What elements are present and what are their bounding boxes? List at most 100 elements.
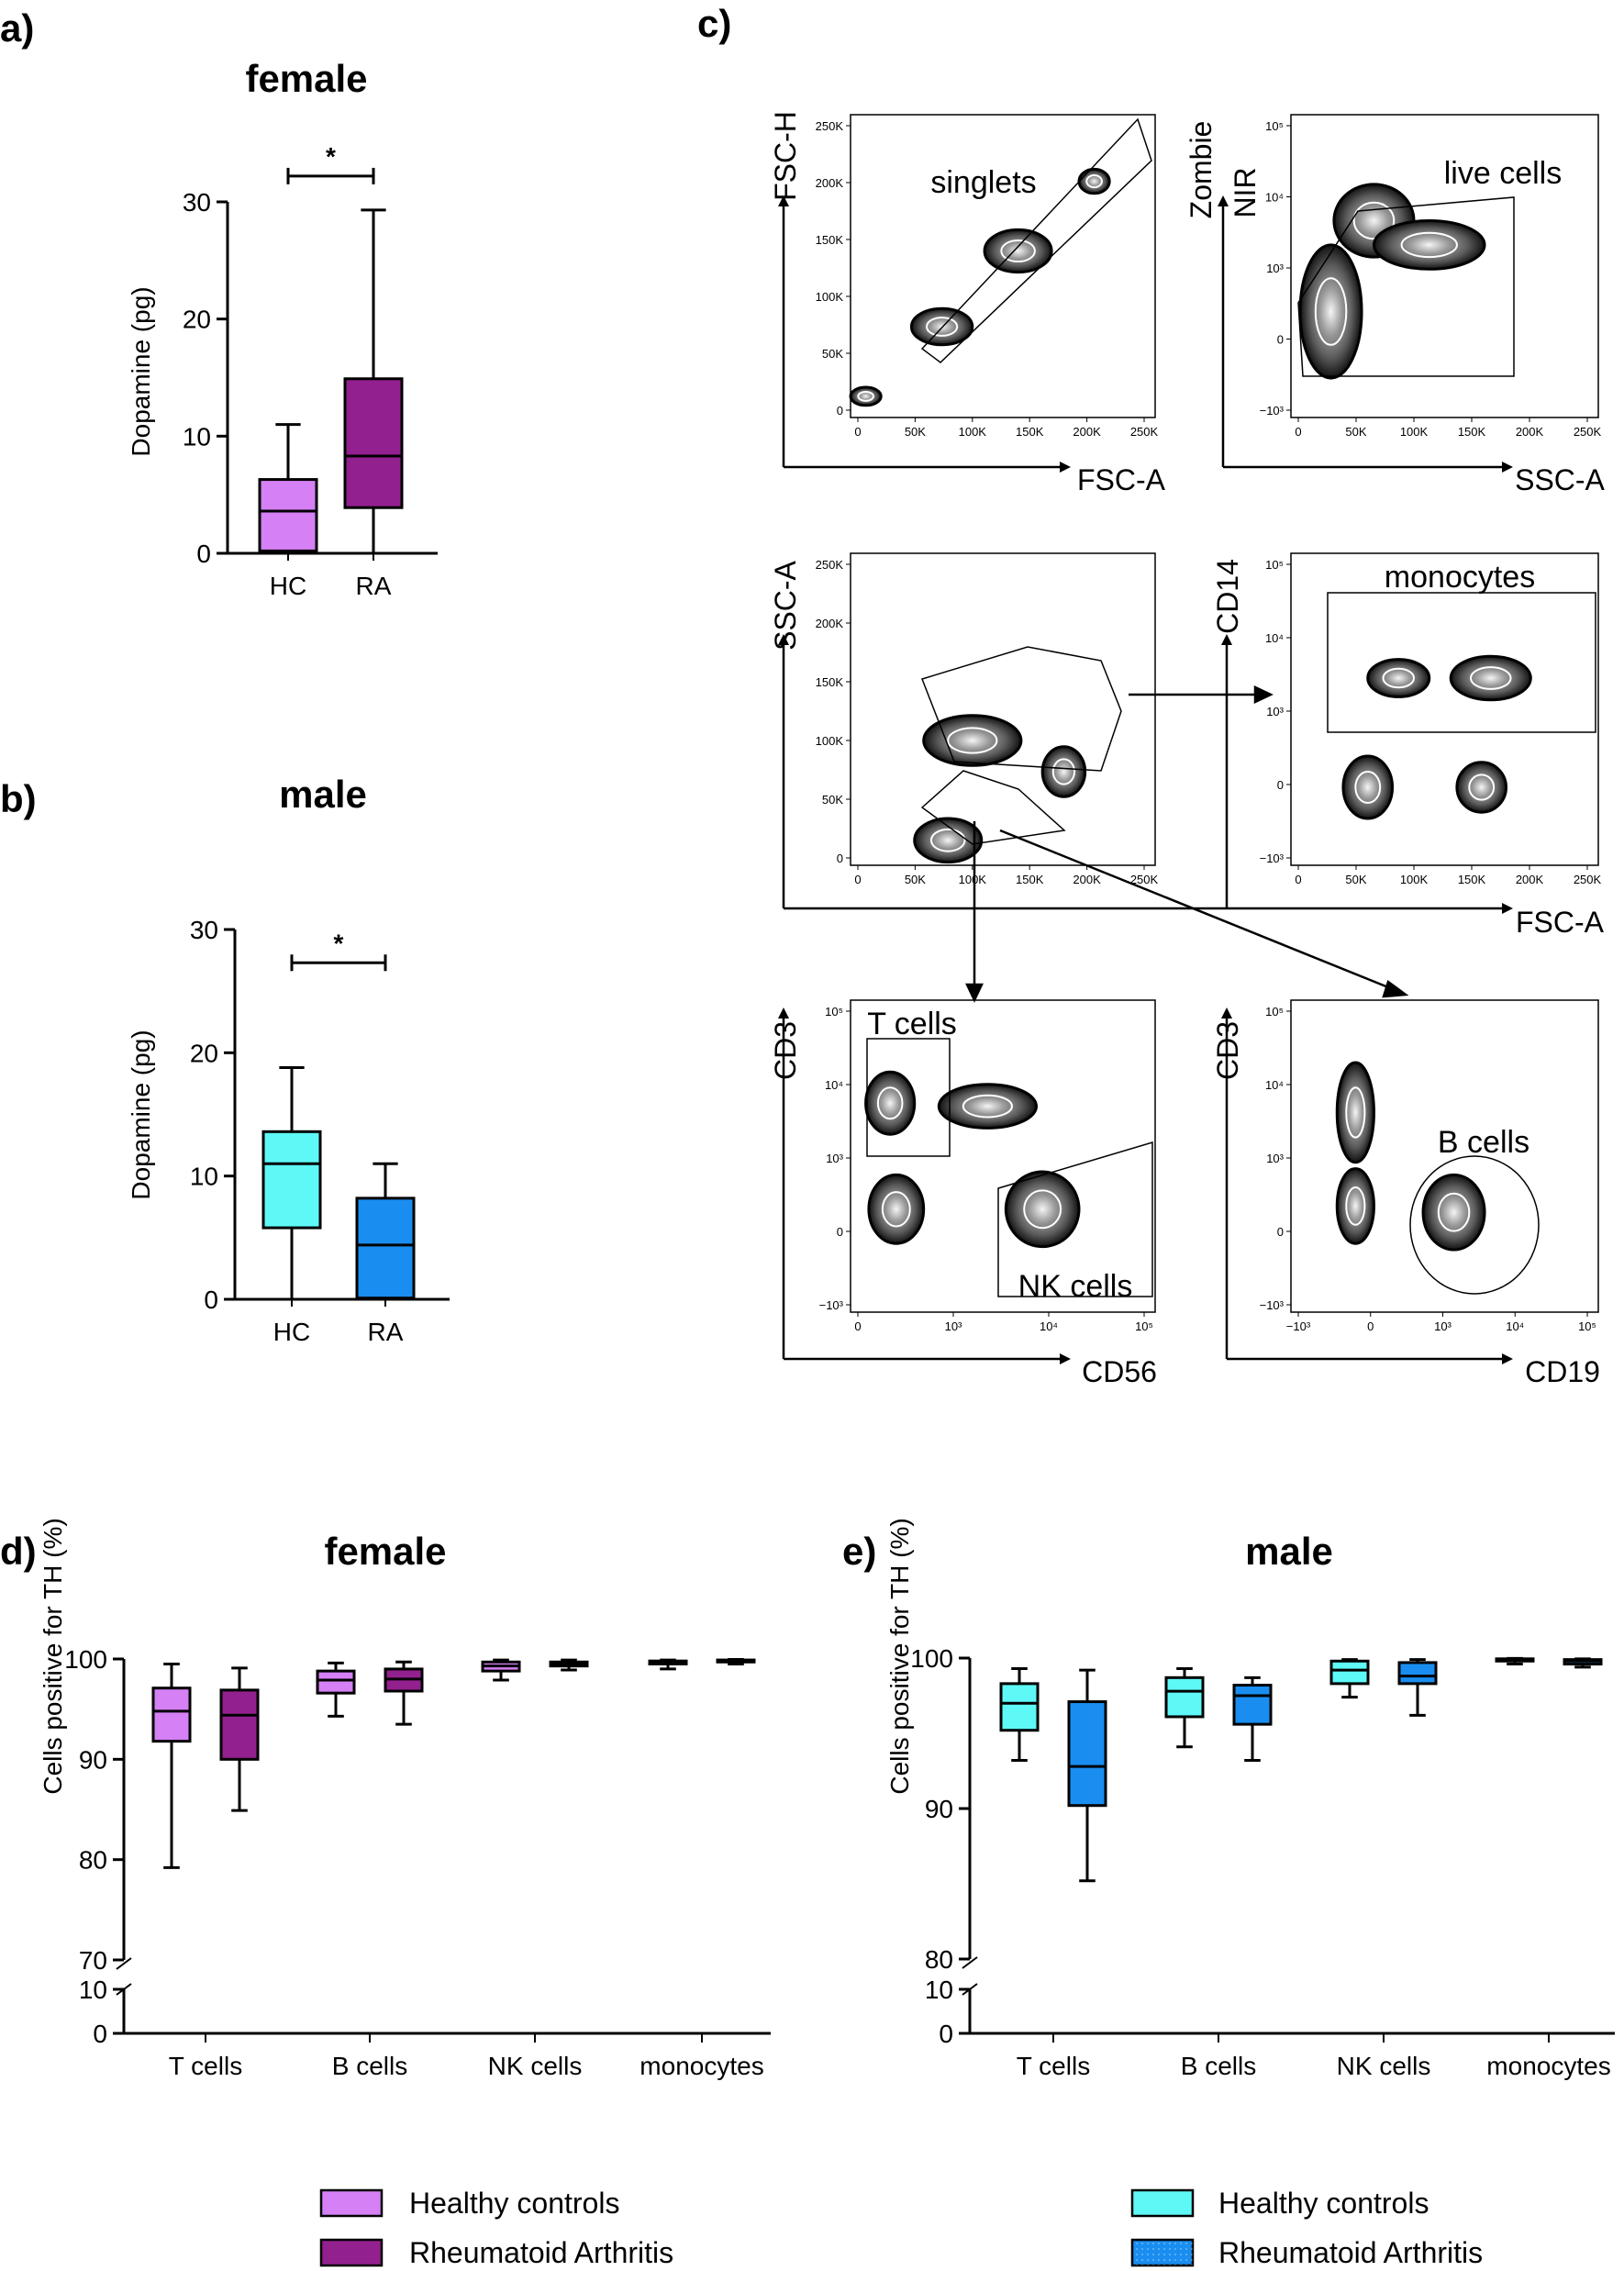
- flow-y-tick-label: 10⁵: [1265, 119, 1284, 133]
- density-cluster: [983, 228, 1053, 274]
- y-axis-label-b: Dopamine (pg): [127, 1030, 155, 1199]
- plot-a: 0 10 20 30 HC RA *: [183, 142, 438, 600]
- y-tick-label-lower: 10: [79, 1976, 107, 2004]
- density-contour: [1352, 201, 1396, 240]
- flow-x-tick-label: 150K: [1016, 873, 1044, 886]
- panel-letter-a: a): [0, 6, 34, 50]
- flow-x-arrowhead: [1060, 1353, 1071, 1364]
- density-cluster: [849, 385, 883, 407]
- density-cluster: [1341, 754, 1395, 820]
- density-cluster: [913, 817, 984, 864]
- flow-x-arrowhead: [1502, 462, 1513, 473]
- flow-y-tick-label: 10³: [1266, 1152, 1284, 1165]
- flow-y-tick-label: 250K: [816, 558, 844, 572]
- density-cluster: [922, 714, 1023, 767]
- density-contour: [1382, 667, 1415, 689]
- flow-x-tick-label: 200K: [1073, 425, 1101, 439]
- flow-x-arrowhead: [1502, 1353, 1513, 1364]
- flow-y-tick-label: 0: [1277, 333, 1284, 347]
- flow-x-tick-label: 10³: [945, 1319, 962, 1333]
- y-tick-label-upper: 90: [925, 1795, 953, 1823]
- y-axis-label-e: Cells positive for TH (%): [885, 1518, 914, 1794]
- flow-x-tick-label: 200K: [1516, 425, 1544, 439]
- x-tick-label: monocytes: [1486, 2052, 1610, 2080]
- flow-x-arrowhead: [1060, 462, 1071, 473]
- x-tick-label: HC: [270, 572, 306, 600]
- flow-plot-2: 0 50K 100K 150K 200K 250K −10³ 0 10³ 10⁴ 10⁵ SSC-A Z…: [1185, 114, 1606, 496]
- x-tick-label: NK cells: [488, 2052, 583, 2080]
- density-contour: [962, 1094, 1013, 1119]
- x-tick-label: T cells: [169, 2052, 242, 2080]
- box-hc-nk-cells-box: [1329, 1659, 1370, 1686]
- plot-d: 70 80 90 100 0 10 T cells B cells NK cells monocy…: [64, 1645, 771, 2080]
- flow-y-tick-label: 0: [1277, 778, 1284, 792]
- chart-title-b: male: [279, 773, 367, 816]
- flow-y-axis-label: CD3: [769, 1021, 802, 1080]
- flow-x-tick-label: 10³: [1434, 1319, 1452, 1333]
- flow-y-tick-label: 10³: [826, 1152, 843, 1165]
- y-tick-label-upper: 90: [79, 1745, 107, 1774]
- flow-y-arrowhead: [1218, 195, 1229, 206]
- box-ra-box: [343, 377, 404, 509]
- gate-label-singlets: singlets: [930, 165, 1036, 200]
- arrowhead-t-nk: [965, 983, 984, 1003]
- flow-x-tick-label: 250K: [1130, 425, 1159, 439]
- flow-y-tick-label: 150K: [816, 675, 844, 689]
- x-tick-label: B cells: [1181, 2052, 1256, 2080]
- axis-break-upper: [962, 1956, 978, 1969]
- flow-x-tick-label: 250K: [1130, 873, 1159, 886]
- flow-y-axis-label: CD14: [1211, 559, 1244, 634]
- chart-title-d: female: [324, 1530, 446, 1573]
- flow-y-tick-label: 150K: [816, 233, 844, 247]
- flow-plot-6: −10³ 0 10³ 10⁴ 10⁵ −10³ 0 10³ 10⁴ 10⁵ CD19 CD3: [1211, 999, 1600, 1388]
- density-cluster: [1335, 1167, 1375, 1245]
- flow-y-tick-label: 10⁵: [1265, 1005, 1284, 1019]
- y-tick-label-upper: 80: [925, 1945, 953, 1974]
- flow-y-tick-label: 50K: [822, 347, 843, 361]
- flow-x-tick-label: 10⁵: [1135, 1319, 1153, 1333]
- flow-y-tick-label: 10⁵: [1265, 558, 1284, 572]
- flow-x-tick-label: 150K: [1458, 873, 1486, 886]
- flow-x-axis-label: FSC-A: [1077, 463, 1166, 496]
- panel-a: a) female Dopamine (pg) 0 10 20 30 HC RA *: [0, 6, 438, 600]
- arrowhead-b-cells: [1382, 979, 1409, 998]
- density-contour: [881, 1191, 911, 1228]
- flow-y-tick-label: 200K: [816, 176, 844, 190]
- y-tick-label: 0: [196, 540, 211, 568]
- gate-nk-cells: [997, 1141, 1153, 1297]
- flow-y-tick-label: 250K: [816, 119, 844, 133]
- significance-label: *: [334, 929, 344, 957]
- flow-x-tick-label: 50K: [905, 873, 926, 886]
- y-tick-label: 10: [190, 1163, 218, 1191]
- arrow-to-b-cells: [999, 829, 1394, 991]
- density-contour: [876, 1086, 904, 1120]
- flow-x-axis-label: FSC-A: [1516, 906, 1605, 939]
- y-tick-label-lower: 0: [939, 2020, 953, 2048]
- x-tick-label: T cells: [1017, 2052, 1090, 2080]
- flow-y-tick-label: 0: [837, 852, 843, 865]
- significance-label: *: [326, 142, 336, 171]
- y-tick-label: 30: [190, 916, 218, 944]
- density-contour: [857, 390, 874, 402]
- gate-monocytes: [1327, 592, 1596, 733]
- flow-y-tick-label: 10⁴: [825, 1078, 843, 1092]
- y-tick-label-lower: 10: [925, 1976, 953, 2004]
- flow-y-tick-label: −10³: [1260, 852, 1285, 865]
- gate-labels: singlets live cells monocytes T cells NK cel…: [867, 156, 1562, 1304]
- density-contour: [1051, 758, 1076, 785]
- density-contour: [929, 828, 966, 852]
- flow-x-tick-label: 50K: [1345, 425, 1366, 439]
- density-contour: [1354, 771, 1382, 804]
- y-tick-label: 30: [183, 188, 211, 217]
- flow-x-tick-label: 250K: [1574, 425, 1602, 439]
- density-cluster: [937, 1083, 1039, 1130]
- flow-x-tick-label: 0: [854, 425, 861, 439]
- flow-plot-frame: [1290, 552, 1599, 866]
- flow-plot-5: 0 10³ 10⁴ 10⁵ −10³ 0 10³ 10⁴ 10⁵ CD56 CD3: [769, 999, 1157, 1388]
- panel-b: b) male Dopamine (pg) 0 10 20 30 HC RA *: [0, 773, 450, 1346]
- density-contour: [1437, 1192, 1471, 1232]
- density-contour: [1000, 239, 1036, 263]
- gate-leukocytes: [921, 646, 1122, 772]
- flow-y-arrowhead: [778, 634, 789, 645]
